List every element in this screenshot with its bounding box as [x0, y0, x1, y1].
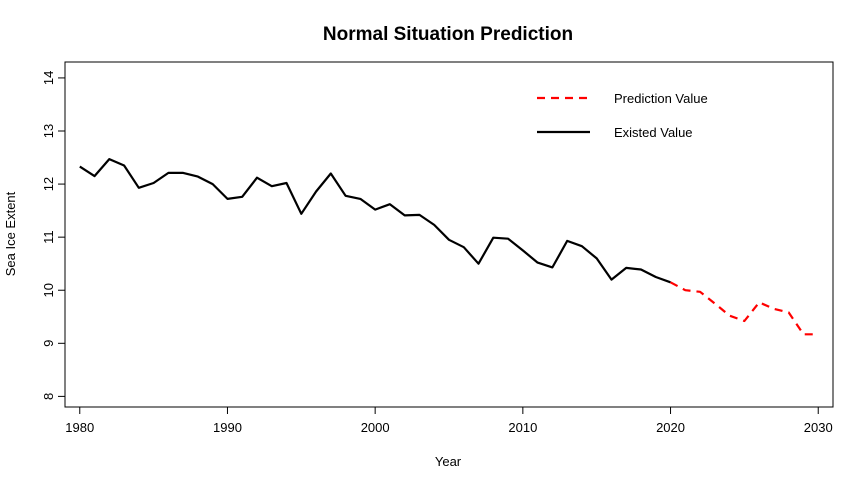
- y-tick-label: 13: [41, 124, 56, 138]
- prediction-value-line: [669, 281, 819, 336]
- y-tick-label: 10: [41, 283, 56, 297]
- x-tick-label: 1990: [213, 420, 242, 435]
- x-tick-label: 2030: [804, 420, 833, 435]
- x-tick-label: 1980: [65, 420, 94, 435]
- y-axis: 8 9 10 11 12 13 14: [41, 71, 66, 400]
- y-tick-label: 8: [41, 393, 56, 400]
- legend: Prediction Value Existed Value: [537, 91, 708, 140]
- x-tick-label: 2010: [508, 420, 537, 435]
- y-tick-label: 12: [41, 177, 56, 191]
- legend-label: Prediction Value: [614, 91, 708, 106]
- x-axis: 1980 1990 2000 2010 2020 2030: [65, 406, 833, 435]
- y-tick-label: 9: [41, 340, 56, 347]
- y-tick-label: 14: [41, 71, 56, 85]
- y-axis-label: Sea Ice Extent: [3, 191, 18, 276]
- x-tick-label: 2000: [361, 420, 390, 435]
- series-layer: [79, 158, 819, 336]
- chart-title: Normal Situation Prediction: [323, 24, 573, 45]
- y-tick-label: 11: [41, 230, 56, 244]
- x-axis-label: Year: [435, 454, 462, 469]
- legend-label: Existed Value: [614, 125, 693, 140]
- plot-frame: [64, 61, 834, 408]
- existed-value-line: [79, 158, 671, 284]
- x-tick-label: 2020: [656, 420, 685, 435]
